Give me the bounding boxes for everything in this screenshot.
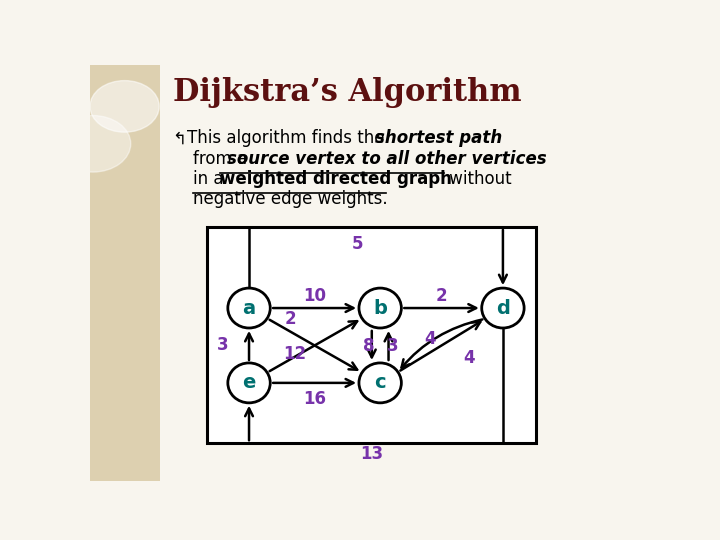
- Text: from a: from a: [193, 150, 253, 167]
- Bar: [90, 65, 160, 481]
- Text: 2: 2: [436, 287, 447, 306]
- Bar: [207, 227, 536, 443]
- Text: weighted directed graph: weighted directed graph: [220, 170, 452, 187]
- Text: a: a: [243, 299, 256, 318]
- Ellipse shape: [359, 288, 401, 328]
- Text: source vertex to all other vertices: source vertex to all other vertices: [227, 150, 546, 167]
- Text: 3: 3: [217, 336, 229, 354]
- Text: This algorithm finds the: This algorithm finds the: [186, 129, 390, 147]
- Circle shape: [55, 116, 131, 172]
- Text: 16: 16: [303, 390, 326, 408]
- Text: 5: 5: [352, 234, 364, 253]
- Text: without: without: [444, 170, 512, 187]
- Text: c: c: [374, 373, 386, 393]
- Text: ↰: ↰: [173, 129, 186, 147]
- Ellipse shape: [228, 288, 270, 328]
- Text: in a: in a: [193, 170, 229, 187]
- Text: Dijkstra’s Algorithm: Dijkstra’s Algorithm: [173, 77, 521, 109]
- Text: 3: 3: [387, 338, 399, 355]
- Text: 2: 2: [285, 310, 297, 328]
- Text: 10: 10: [303, 287, 326, 306]
- Ellipse shape: [482, 288, 524, 328]
- Ellipse shape: [359, 363, 401, 403]
- Text: 13: 13: [360, 444, 383, 463]
- Text: negative edge weights.: negative edge weights.: [193, 190, 388, 207]
- Text: 8: 8: [364, 338, 374, 355]
- Text: 4: 4: [464, 349, 475, 367]
- Text: shortest path: shortest path: [374, 129, 502, 147]
- Circle shape: [90, 80, 159, 132]
- Text: 4: 4: [425, 330, 436, 348]
- Text: d: d: [496, 299, 510, 318]
- Text: 12: 12: [283, 345, 306, 363]
- Text: e: e: [243, 373, 256, 393]
- Ellipse shape: [228, 363, 270, 403]
- Text: b: b: [373, 299, 387, 318]
